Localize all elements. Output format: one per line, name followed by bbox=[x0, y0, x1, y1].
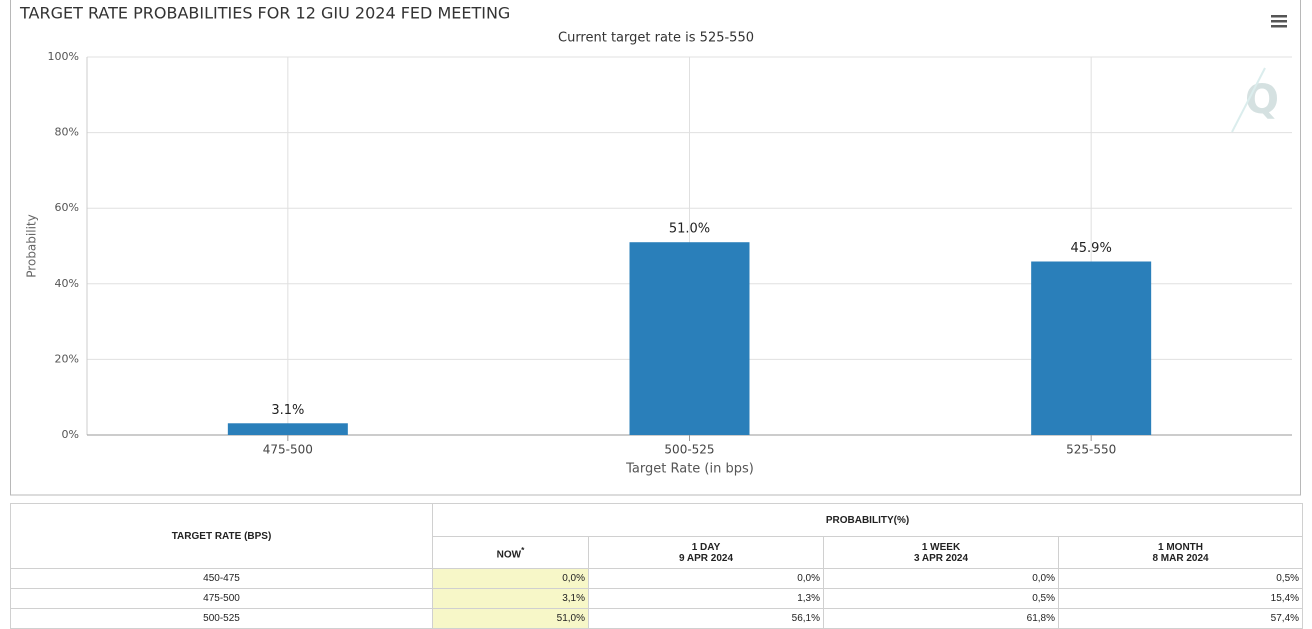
table-row: 500-525 51,0% 56,1% 61,8% 57,4% bbox=[10, 608, 1304, 629]
column-label: NOW bbox=[496, 549, 522, 561]
y-axis-title: Probability bbox=[25, 214, 39, 277]
y-tick-label: 20% bbox=[55, 352, 79, 365]
table-cell: 500-525 bbox=[10, 608, 433, 629]
chart: TARGET RATE PROBABILITIES FOR 12 GIU 202… bbox=[10, 0, 1301, 496]
table-cell: 1 MONTH 8 MAR 2024 bbox=[1057, 536, 1304, 569]
probability-table: TARGET RATE (BPS) PROBABILITY(%) NOW* 1 DAY… bbox=[10, 503, 1304, 629]
column-title: 1 DAY bbox=[592, 542, 820, 553]
x-tick-label: 475-500 bbox=[263, 443, 313, 457]
table-cell: 15,4% bbox=[1057, 588, 1304, 609]
table-cell: 1 WEEK 3 APR 2024 bbox=[823, 536, 1059, 569]
column-title: 1 MONTH bbox=[1062, 542, 1299, 553]
table-cell: 0,0% bbox=[432, 568, 589, 589]
column-label: 1 DAY bbox=[691, 541, 721, 553]
table-cell: 0,5% bbox=[1057, 568, 1304, 589]
y-tick-label: 60% bbox=[55, 201, 79, 214]
table-cell: PROBABILITY(%) bbox=[431, 503, 1304, 537]
chart-subtitle: Current target rate is 525-550 bbox=[558, 31, 754, 46]
logo: Q bbox=[1231, 67, 1279, 133]
table-row: NOW* 1 DAY 9 APR 2024 1 WEEK 3 APR 2024 1 MON… bbox=[11, 536, 1304, 569]
column-label: 1 WEEK bbox=[921, 541, 961, 553]
table-row: 475-500 3,1% 1,3% 0,5% 15,4% bbox=[10, 588, 1304, 609]
table-cell: TARGET RATE (BPS) bbox=[10, 503, 433, 569]
svg-text:Q: Q bbox=[1245, 77, 1279, 123]
table-cell: 3,1% bbox=[432, 588, 589, 609]
data-label: 3.1% bbox=[271, 403, 304, 418]
column-date: 8 MAR 2024 bbox=[1152, 552, 1209, 564]
data-label: 45.9% bbox=[1071, 241, 1112, 256]
data-label: 51.0% bbox=[669, 222, 710, 237]
table-cell: 475-500 bbox=[10, 588, 433, 609]
x-axis-title: Target Rate (in bps) bbox=[625, 462, 754, 477]
table-cell: 51,0% bbox=[432, 608, 589, 629]
column-title: 1 WEEK bbox=[827, 542, 1055, 553]
table-cell: 61,8% bbox=[823, 608, 1059, 629]
table-cell: 0,0% bbox=[588, 568, 824, 589]
x-tick-label: 500-525 bbox=[664, 443, 714, 457]
table-cell: 450-475 bbox=[10, 568, 433, 589]
bar bbox=[227, 423, 348, 435]
table-row: TARGET RATE (BPS) PROBABILITY(%) bbox=[10, 503, 1304, 569]
column-date: 9 APR 2024 bbox=[678, 552, 734, 564]
table-cell: 0,5% bbox=[823, 588, 1059, 609]
bar bbox=[629, 242, 750, 435]
table-row: 450-475 0,0% 0,0% 0,0% 0,5% bbox=[10, 568, 1304, 589]
table-cell: 1 DAY 9 APR 2024 bbox=[588, 536, 824, 569]
table-cell: 57,4% bbox=[1057, 608, 1304, 629]
x-tick-label: 525-550 bbox=[1066, 443, 1116, 457]
table-cell: 1,3% bbox=[588, 588, 824, 609]
table-cell: NOW* bbox=[432, 536, 589, 569]
y-tick-label: 0% bbox=[62, 428, 79, 441]
chart-title: TARGET RATE PROBABILITIES FOR 12 GIU 202… bbox=[19, 4, 510, 23]
column-title: NOW* bbox=[436, 545, 585, 560]
footnote-mark: * bbox=[521, 544, 525, 555]
column-label: 1 MONTH bbox=[1158, 541, 1204, 553]
table-cell: 0,0% bbox=[823, 568, 1059, 589]
y-tick-label: 80% bbox=[55, 126, 79, 139]
menu-button[interactable] bbox=[1271, 15, 1287, 28]
table-cell: 56,1% bbox=[588, 608, 824, 629]
bar bbox=[1031, 261, 1152, 435]
y-tick-label: 100% bbox=[48, 50, 79, 63]
column-date: 3 APR 2024 bbox=[913, 552, 969, 564]
y-tick-label: 40% bbox=[55, 277, 79, 290]
